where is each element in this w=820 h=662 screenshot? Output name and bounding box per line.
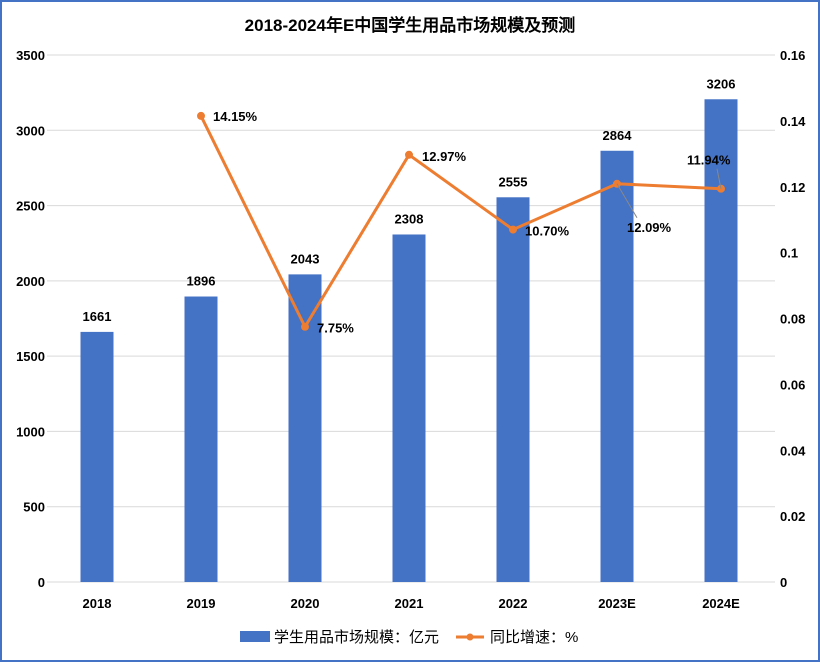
growth-data-label: 14.15% <box>213 109 258 124</box>
growth-data-label: 12.97% <box>422 149 467 164</box>
right-axis-tick-label: 0.08 <box>780 312 805 327</box>
bar-data-label: 1896 <box>187 274 216 289</box>
bar-data-label: 2555 <box>499 174 528 189</box>
right-axis-tick-label: 0.16 <box>780 48 805 63</box>
left-axis-tick-label: 2500 <box>16 199 45 214</box>
bar-data-label: 2864 <box>603 128 633 143</box>
x-axis-tick-label: 2020 <box>291 596 320 611</box>
growth-line <box>199 115 722 330</box>
right-axis-tick-label: 0.14 <box>780 114 806 129</box>
right-axis-tick-label: 0.06 <box>780 377 805 392</box>
right-axis-tick-label: 0.04 <box>780 443 806 458</box>
x-axis-tick-label: 2019 <box>187 596 216 611</box>
bar <box>600 150 634 582</box>
left-axis-tick-label: 3500 <box>16 48 45 63</box>
right-axis-tick-label: 0.1 <box>780 246 798 261</box>
growth-data-label: 12.09% <box>627 220 672 235</box>
legend-bar-swatch <box>240 631 270 642</box>
left-axis-tick-label: 1500 <box>16 349 45 364</box>
left-axis-tick-label: 3000 <box>16 123 45 138</box>
growth-point <box>405 150 413 159</box>
bar <box>80 331 114 582</box>
left-axis-tick-label: 500 <box>23 500 45 515</box>
bar-data-label: 2043 <box>291 251 320 266</box>
right-axis-tick-label: 0.12 <box>780 180 805 195</box>
label-leader-line <box>616 183 638 219</box>
chart-title: 2018-2024年E中国学生用品市场规模及预测 <box>245 15 576 35</box>
growth-point <box>197 111 205 120</box>
legend-line-label: 同比增速：% <box>490 629 578 646</box>
right-axis-tick-label: 0 <box>780 575 787 590</box>
x-axis-tick-label: 2024E <box>702 596 740 611</box>
legend-line-marker <box>466 633 474 641</box>
x-axis-tick-label: 2018 <box>83 596 112 611</box>
bar <box>392 234 426 582</box>
growth-data-label: 11.94% <box>687 153 731 168</box>
bar <box>496 197 530 583</box>
x-axis-tick-label: 2021 <box>395 596 424 611</box>
x-axis-tick-label: 2023E <box>598 596 636 611</box>
legend-bar-label: 学生用品市场规模：亿元 <box>274 629 439 646</box>
bar-data-label: 2308 <box>395 211 424 226</box>
left-axis-tick-label: 0 <box>38 575 45 590</box>
left-axis-tick-label: 2000 <box>16 274 45 289</box>
label-leader-line <box>716 168 722 189</box>
legend: 学生用品市场规模：亿元 同比增速：% <box>240 629 578 646</box>
bar-data-label: 1661 <box>83 309 112 324</box>
growth-point <box>301 322 309 331</box>
left-axis-tick-label: 1000 <box>16 424 45 439</box>
bar <box>704 99 738 582</box>
x-axis-tick-label: 2022 <box>499 596 528 611</box>
bar <box>184 296 218 582</box>
right-axis-tick-label: 0.02 <box>780 509 805 524</box>
bar-data-label: 3206 <box>707 76 736 91</box>
growth-data-label: 7.75% <box>317 321 354 336</box>
growth-point <box>509 225 517 234</box>
growth-data-label: 10.70% <box>525 224 570 239</box>
